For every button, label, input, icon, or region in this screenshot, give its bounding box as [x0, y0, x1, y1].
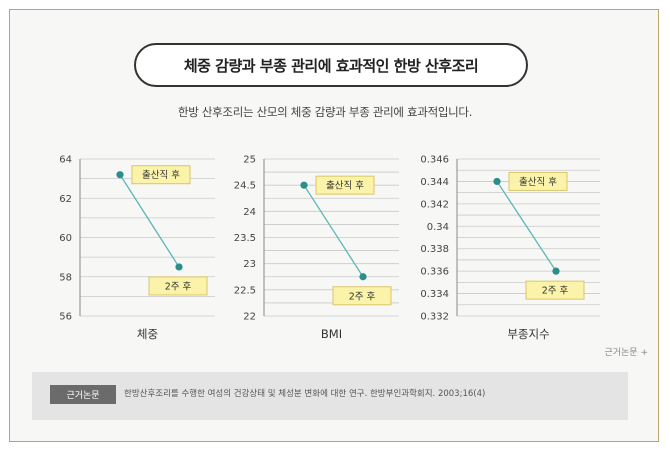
- y-tick-label: 56: [59, 312, 72, 323]
- data-label-box: [315, 175, 375, 195]
- y-tick-label: 0.346: [420, 155, 449, 166]
- data-label-box: [148, 276, 208, 296]
- data-label: 출산직 후: [519, 177, 557, 188]
- y-tick-label: 23.5: [234, 233, 256, 244]
- data-point: [300, 181, 308, 189]
- data-point: [359, 273, 367, 281]
- data-label: 출산직 후: [142, 170, 180, 181]
- data-point: [116, 171, 124, 179]
- y-tick-label: 58: [59, 272, 72, 283]
- data-label: 출산직 후: [326, 181, 364, 192]
- series-line: [119, 174, 180, 268]
- y-tick-label: 0.336: [420, 267, 449, 278]
- y-tick-label: 60: [59, 233, 72, 244]
- y-tick-label: 23: [243, 259, 256, 270]
- y-tick-label: 0.344: [420, 177, 449, 188]
- x-axis-label: 부종지수: [507, 327, 549, 341]
- y-tick-label: 25: [243, 155, 256, 166]
- y-tick-label: 62: [59, 194, 72, 205]
- page-title: 체중 감량과 부종 관리에 효과적인 한방 산후조리: [134, 43, 528, 87]
- data-label: 2주 후: [165, 281, 192, 292]
- data-label-box: [525, 280, 585, 300]
- y-tick-label: 22: [243, 312, 256, 323]
- y-tick-label: 0.34: [427, 222, 449, 233]
- series-line: [303, 184, 364, 278]
- citation-text: 한방산후조리를 수행한 여성의 건강상태 및 체성분 변화에 대한 연구. 한방…: [124, 389, 486, 399]
- page-subtitle: 한방 산후조리는 산모의 체중 감량과 부종 관리에 효과적입니다.: [177, 105, 473, 119]
- data-point: [493, 177, 501, 186]
- y-tick-label: 64: [59, 155, 72, 166]
- data-point: [552, 267, 560, 275]
- data-label-box: [332, 286, 392, 306]
- y-tick-label: 24: [243, 207, 256, 218]
- source-link[interactable]: 근거논문 +: [604, 348, 648, 358]
- x-axis-label: 체중: [137, 327, 158, 341]
- y-tick-label: 0.334: [420, 289, 449, 300]
- y-tick-label: 0.338: [420, 244, 449, 255]
- citation-badge: 근거논문: [50, 385, 116, 404]
- data-label: 2주 후: [349, 291, 376, 302]
- y-tick-label: 22.5: [234, 285, 256, 296]
- citation-box: 근거논문 한방산후조리를 수행한 여성의 건강상태 및 체성분 변화에 대한 연…: [32, 372, 628, 420]
- y-tick-label: 0.332: [420, 312, 449, 323]
- series-line: [496, 181, 557, 272]
- data-point: [175, 263, 183, 271]
- x-axis-label: BMI: [321, 327, 342, 341]
- data-label-box: [131, 165, 191, 185]
- data-label-box: [508, 171, 568, 191]
- y-tick-label: 0.342: [420, 199, 449, 210]
- data-label: 2주 후: [542, 286, 569, 297]
- y-tick-label: 24.5: [234, 181, 256, 192]
